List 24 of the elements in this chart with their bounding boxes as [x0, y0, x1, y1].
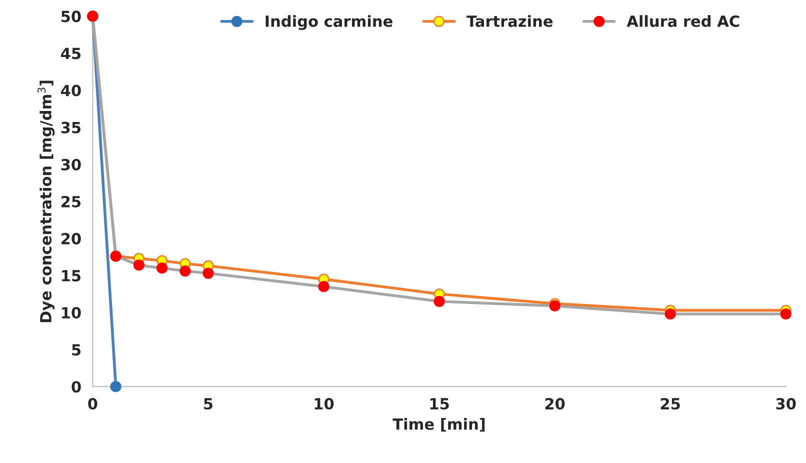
y-tick-label: 50	[62, 10, 81, 22]
x-axis-title: Time [min]	[392, 418, 485, 432]
x-tick-label: 30	[776, 398, 796, 410]
legend-label: Tartrazine	[466, 15, 553, 27]
x-tick-label: 0	[88, 398, 98, 410]
y-tick-label: 20	[62, 232, 81, 244]
y-tick-label: 30	[61, 158, 81, 170]
y-tick-label: 5	[72, 344, 81, 356]
y-tick-label: 25	[62, 196, 81, 208]
y-axis-title: Dye concentration [mg/dm$^{3}$]	[38, 80, 55, 322]
x-tick-label: 10	[314, 398, 334, 410]
x-tick-label: 5	[204, 398, 212, 410]
y-tick-label: 10	[62, 306, 81, 319]
y-tick-label: 35	[61, 122, 81, 134]
legend-label: Indigo carmine	[266, 15, 392, 30]
y-tick-label: 0	[72, 381, 81, 393]
y-tick-label: 40	[61, 84, 81, 96]
y-tick-label: 45	[61, 48, 81, 60]
y-tick-label: 15	[62, 270, 81, 282]
point	[110, 381, 122, 392]
x-tick-label: 20	[545, 398, 565, 410]
legend-label: Allura red AC	[626, 15, 740, 27]
x-tick-label: 25	[660, 398, 680, 410]
x-tick-label: 15	[430, 398, 449, 410]
